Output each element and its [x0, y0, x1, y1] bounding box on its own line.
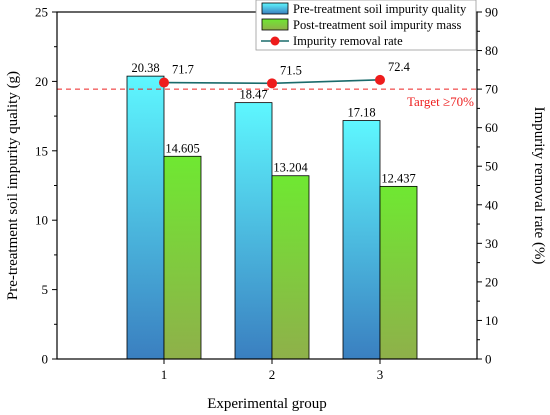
y-left-tick-label-15: 15 — [35, 143, 48, 158]
bar-post-3 — [379, 185, 418, 360]
bars-layer — [126, 75, 418, 360]
y-right-tick-label-60: 60 — [485, 120, 498, 135]
y-left-tick-label-20: 20 — [35, 74, 48, 89]
y-left-tick-label-0: 0 — [42, 352, 49, 367]
x-tick-label-2: 2 — [269, 367, 276, 382]
y-axis-title-right: Impurity removal rate (%) — [531, 107, 547, 265]
legend-swatch-pre — [261, 2, 289, 15]
legend-label-pre: Pre-treatment soil impurity quality — [293, 2, 467, 16]
bar-post-1 — [163, 155, 202, 360]
rate-marker-3 — [375, 74, 385, 85]
y-right-tick-label-30: 30 — [485, 236, 498, 251]
y-left-tick-label-10: 10 — [35, 213, 48, 228]
bar-pre-1 — [126, 75, 165, 360]
y-right-tick-label-20: 20 — [485, 274, 498, 289]
axes-layer: 0 5 10 15 20 25 0 10 20 30 40 50 60 70 80 90 1 2 3 — [35, 5, 498, 383]
bar-pre-3 — [342, 120, 381, 360]
legend: Pre-treatment soil impurity quality Post… — [255, 0, 477, 51]
y-right-tick-label-70: 70 — [485, 82, 498, 97]
rate-marker-2 — [267, 78, 277, 89]
x-tick-label-1: 1 — [161, 367, 168, 382]
data-label-pre-1: 20.38 — [131, 61, 159, 75]
data-label-post-2: 13.204 — [273, 161, 308, 175]
legend-box — [255, 0, 477, 51]
y-right-tick-label-10: 10 — [485, 313, 498, 328]
y-right-tick-label-40: 40 — [485, 197, 498, 212]
data-label-pre-3: 17.18 — [347, 106, 375, 120]
target-label: Target ≥70% — [407, 94, 474, 109]
y-right-tick-label-0: 0 — [485, 352, 492, 367]
y-right-tick-label-80: 80 — [485, 43, 498, 58]
y-left-tick-label-25: 25 — [35, 5, 48, 20]
bar-post-2 — [271, 175, 310, 360]
data-label-rate-3: 72.4 — [388, 60, 411, 74]
data-label-rate-2: 71.5 — [280, 63, 302, 77]
y-right-tick-label-90: 90 — [485, 5, 498, 20]
data-label-pre-2: 18.47 — [239, 88, 267, 102]
y-right-tick-label-50: 50 — [485, 159, 498, 174]
data-label-post-1: 14.605 — [165, 141, 199, 155]
labels-layer: 20.38 14.605 18.47 13.204 17.18 12.437 71.7 71.… — [131, 60, 415, 186]
legend-label-post: Post-treatment soil impurity mass — [293, 18, 462, 32]
data-label-rate-1: 71.7 — [172, 63, 194, 77]
rate-marker-1 — [159, 77, 169, 88]
x-tick-label-3: 3 — [377, 367, 384, 382]
x-axis-title: Experimental group — [207, 396, 327, 412]
data-label-post-3: 12.437 — [381, 171, 415, 185]
y-axis-title-left: Pre-treatment soil impurity quality (g) — [5, 71, 21, 300]
legend-marker-rate — [270, 36, 280, 46]
y-left-tick-label-5: 5 — [42, 282, 49, 297]
line-layer — [159, 74, 385, 89]
bar-pre-2 — [234, 102, 273, 360]
legend-label-rate: Impurity removal rate — [293, 34, 403, 48]
legend-swatch-post — [261, 18, 289, 31]
